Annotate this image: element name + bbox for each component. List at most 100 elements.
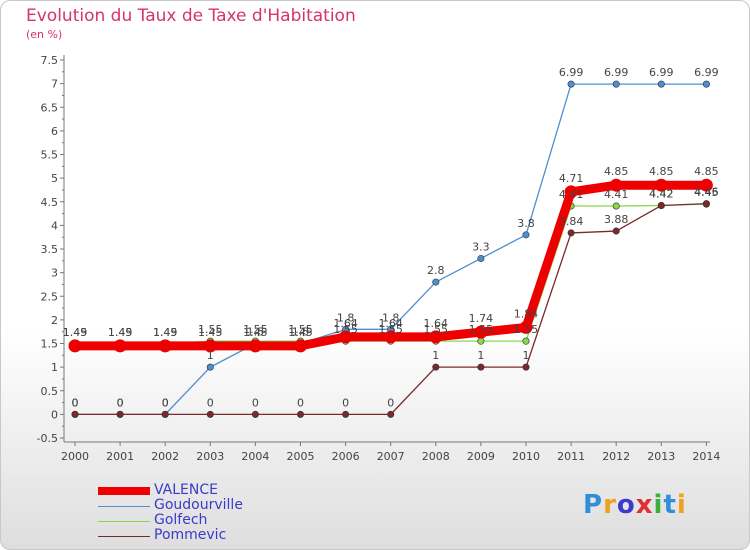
- data-point: [251, 410, 259, 418]
- y-tick-label: 3: [51, 267, 58, 280]
- data-label: 4.42: [649, 188, 674, 201]
- data-point: [206, 363, 214, 371]
- legend-swatch: [98, 521, 150, 522]
- brand-logo: Proxiti: [583, 490, 687, 520]
- data-label: 1.55: [333, 323, 358, 336]
- data-label: 1.45: [198, 326, 223, 339]
- y-tick-label: 4.5: [41, 196, 59, 209]
- data-label: 1.55: [469, 323, 494, 336]
- data-label: 1.55: [378, 323, 403, 336]
- data-point: [71, 410, 79, 418]
- data-label: 1.55: [514, 323, 539, 336]
- data-label: 6.99: [649, 66, 674, 79]
- x-tick-label: 2005: [287, 450, 315, 463]
- data-point: [387, 410, 395, 418]
- data-point: [432, 363, 440, 371]
- data-label: 4.42: [649, 188, 674, 201]
- y-tick-label: 7: [51, 78, 58, 91]
- data-label: 1.45: [243, 326, 268, 339]
- x-tick-label: 2009: [467, 450, 495, 463]
- data-label: 1.64: [378, 317, 403, 330]
- data-label: 1.45: [288, 326, 313, 339]
- y-tick-label: 3.5: [41, 243, 59, 256]
- data-point: [294, 339, 307, 353]
- data-label: 1.64: [333, 317, 358, 330]
- x-tick-label: 2010: [512, 450, 540, 463]
- data-label: 0: [72, 396, 79, 409]
- data-point: [113, 339, 127, 353]
- data-label: 4.41: [559, 188, 584, 201]
- x-tick-label: 2000: [61, 450, 89, 463]
- data-label: 6.99: [694, 66, 719, 79]
- data-point: [522, 231, 530, 239]
- x-tick-label: 2011: [557, 450, 585, 463]
- data-point: [522, 337, 530, 345]
- logo-letter: i: [676, 490, 687, 520]
- data-label: 0: [342, 396, 349, 409]
- legend-label: Golfech: [154, 512, 208, 528]
- data-label: 1: [432, 349, 439, 362]
- data-point: [296, 410, 304, 418]
- series-line-pommevic: [75, 202, 707, 416]
- x-tick-label: 2001: [106, 450, 134, 463]
- data-point: [522, 363, 530, 371]
- data-point: [702, 200, 710, 208]
- data-label: 1.8: [382, 311, 400, 324]
- logo-letter: i: [653, 490, 664, 520]
- x-tick-label: 2013: [647, 450, 675, 463]
- data-point: [612, 202, 620, 210]
- data-label: 1.45: [153, 326, 178, 339]
- data-point: [203, 339, 217, 353]
- legend-swatch: [98, 506, 150, 507]
- data-point: [68, 339, 82, 353]
- legend-label: VALENCE: [154, 482, 218, 498]
- data-label: 0: [162, 396, 169, 409]
- data-label: 1.49: [108, 326, 133, 339]
- x-tick-label: 2002: [151, 450, 179, 463]
- data-label: 1.45: [108, 326, 133, 339]
- logo-letter: P: [583, 490, 604, 520]
- data-label: 1.55: [288, 323, 313, 336]
- x-tick-label: 2004: [241, 450, 269, 463]
- data-point: [116, 410, 124, 418]
- data-label: 1.49: [63, 326, 88, 339]
- data-label: 0: [117, 396, 124, 409]
- data-point: [612, 227, 620, 235]
- data-point: [248, 339, 262, 353]
- data-label: 1.84: [514, 307, 539, 320]
- data-label: 4.46: [694, 186, 719, 199]
- x-tick-label: 2008: [422, 450, 450, 463]
- y-tick-label: 1.5: [41, 338, 59, 351]
- logo-letter: o: [616, 490, 636, 520]
- data-label: 3.3: [472, 240, 490, 253]
- data-point: [657, 80, 665, 88]
- y-tick-label: 5: [51, 172, 58, 185]
- y-tick-label: 0.5: [41, 385, 59, 398]
- data-label: 1.64: [424, 317, 449, 330]
- data-label: 1.49: [153, 326, 178, 339]
- data-label: 1.55: [243, 323, 268, 336]
- x-tick-label: 2012: [602, 450, 630, 463]
- legend-label: Goudourville: [154, 497, 243, 513]
- data-label: 0: [252, 396, 259, 409]
- y-tick-label: 7.5: [41, 54, 59, 67]
- x-tick-label: 2007: [377, 450, 405, 463]
- logo-letter: r: [603, 490, 617, 520]
- data-label: 0: [387, 396, 394, 409]
- data-label: 1.45: [63, 326, 88, 339]
- x-tick-label: 2014: [692, 450, 720, 463]
- data-point: [342, 410, 350, 418]
- y-tick-label: 1: [51, 361, 58, 374]
- data-label: 1.55: [198, 323, 223, 336]
- data-point: [384, 330, 398, 344]
- data-point: [519, 320, 533, 334]
- data-label: 0: [297, 396, 304, 409]
- y-tick-label: 6: [51, 125, 58, 138]
- data-point: [474, 325, 488, 339]
- data-label: 4.71: [559, 172, 584, 185]
- y-tick-label: 2: [51, 314, 58, 327]
- data-point: [612, 80, 620, 88]
- data-point: [339, 330, 353, 344]
